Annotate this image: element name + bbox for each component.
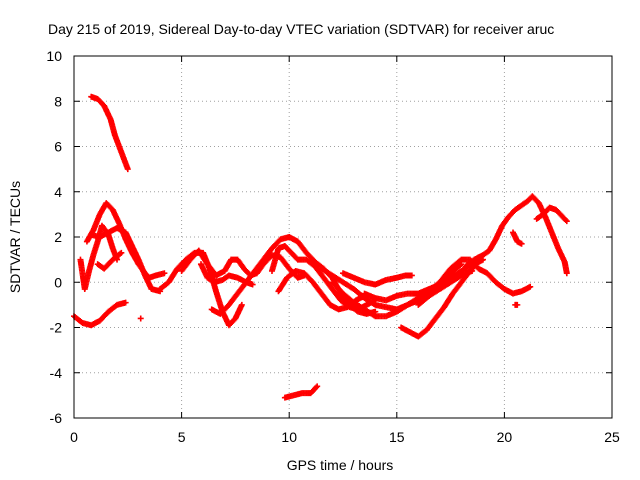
x-tick-label: 15 [389,429,405,445]
data-point [161,270,168,277]
data-point [137,315,144,322]
y-axis-title: SDTVAR / TECUs [7,181,23,293]
data-point [514,301,521,308]
data-points [71,93,570,401]
data-point [408,272,415,279]
data-point [238,301,245,308]
x-tick-label: 0 [70,429,78,445]
y-tick-label: 6 [54,139,62,155]
data-point [313,384,320,391]
y-tick-label: 4 [54,184,62,200]
axis-ticks: 0 5 10 15 20 25 -6 -4 -2 0 2 4 6 8 10 [46,48,620,445]
y-tick-label: -2 [50,320,63,336]
data-point [124,166,131,173]
y-tick-label: -6 [50,410,63,426]
y-tick-label: 8 [54,93,62,109]
chart-title: Day 215 of 2019, Sidereal Day-to-day VTE… [48,21,554,37]
data-point [563,218,570,225]
grid-lines [74,56,612,418]
x-tick-label: 20 [497,429,513,445]
x-tick-label: 25 [604,429,620,445]
data-point [122,299,129,306]
y-tick-label: 10 [46,48,62,64]
data-point [527,283,534,290]
data-point [249,281,256,288]
data-point [314,383,321,390]
x-tick-label: 5 [178,429,186,445]
data-point [563,270,570,277]
data-point [562,217,569,224]
x-tick-label: 10 [281,429,297,445]
y-tick-label: 0 [54,274,62,290]
data-point [118,249,125,256]
y-tick-label: 2 [54,229,62,245]
data-point [518,240,525,247]
y-tick-label: -4 [50,365,63,381]
x-axis-title: GPS time / hours [287,457,394,473]
